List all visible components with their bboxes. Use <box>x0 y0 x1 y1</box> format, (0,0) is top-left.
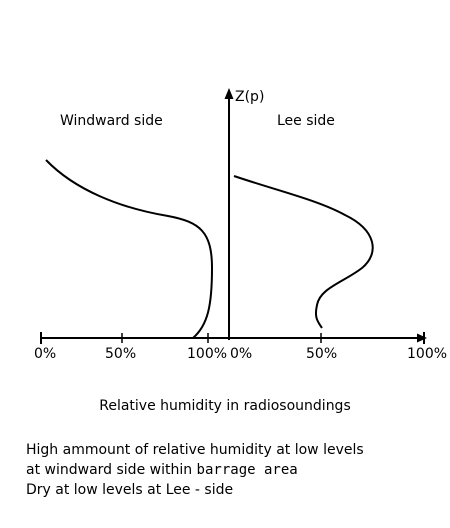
right-tick-label-100: 100% <box>407 346 448 362</box>
lee-side-title: Lee side <box>277 113 335 129</box>
note-line-2-prefix: at windward side within <box>26 462 197 478</box>
vertical-axis-arrow <box>224 88 234 99</box>
right-tick-label-50: 50% <box>306 346 338 362</box>
note-line-2: at windward side within barrage area <box>26 460 364 480</box>
windward-humidity-curve <box>45 159 214 339</box>
windward-side-title: Windward side <box>60 113 163 129</box>
left-tick-label-100: 100% <box>187 346 228 362</box>
note-line-2-mono: barrage area <box>196 462 298 478</box>
left-tick-label-50: 50% <box>105 346 137 362</box>
notes-block: High ammount of relative humidity at low… <box>26 440 364 500</box>
right-axis-arrow <box>417 333 427 343</box>
vertical-axis-label: Z(p) <box>235 89 265 105</box>
diagram-caption: Relative humidity in radiosoundings <box>99 398 351 414</box>
lee-humidity-curve <box>233 175 374 329</box>
left-tick-label-0: 0% <box>34 346 57 362</box>
note-line-1: High ammount of relative humidity at low… <box>26 442 364 458</box>
note-line-3: Dry at low levels at Lee - side <box>26 482 234 498</box>
right-tick-label-0: 0% <box>230 346 253 362</box>
